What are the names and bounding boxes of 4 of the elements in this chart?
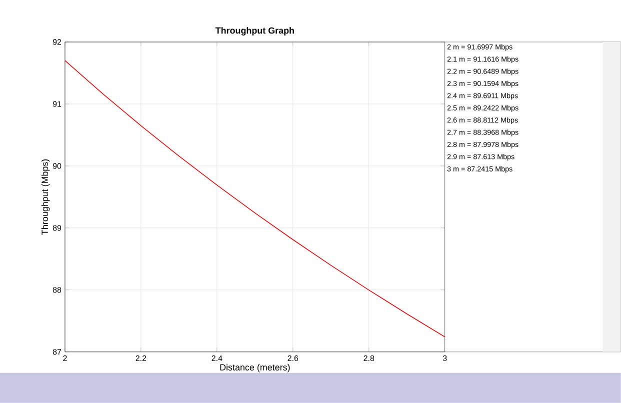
x-axis-title: Distance (meters) — [220, 364, 290, 372]
chart-title: Throughput Graph — [215, 27, 294, 36]
y-axis-title: Throughput (Mbps) — [41, 159, 50, 235]
line-series — [64, 60, 445, 338]
